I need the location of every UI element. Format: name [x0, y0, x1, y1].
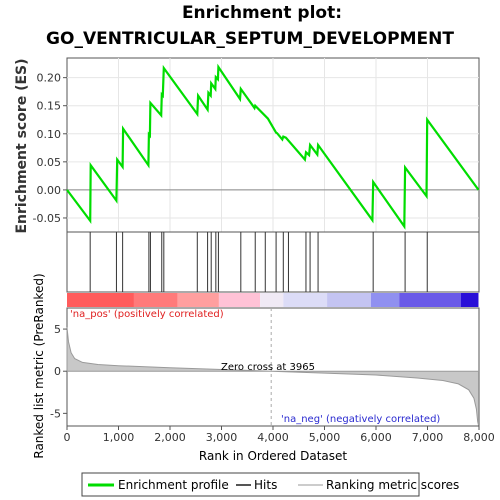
es-ytick-label: 0.15	[37, 100, 62, 113]
colorbar-segment	[370, 293, 400, 307]
colorbar-segment	[260, 293, 284, 307]
chart-title-line1: Enrichment plot:	[182, 3, 342, 23]
hits-panel	[66, 231, 480, 293]
rank-xtick-label: 0	[64, 431, 71, 444]
legend-ranking-label: Ranking metric scores	[326, 478, 459, 492]
rank-xtick-label: 7,000	[412, 431, 444, 444]
rank-xtick-label: 3,000	[206, 431, 238, 444]
rank-xtick-label: 1,000	[103, 431, 135, 444]
rank-xtick-label: 5,000	[309, 431, 341, 444]
neg-label: 'na_neg' (negatively correlated)	[281, 414, 440, 425]
ranking-metric-area	[66, 327, 479, 426]
es-ytick-label: 0.10	[37, 128, 62, 141]
colorbar-segment	[399, 293, 461, 307]
rank-ytick-label: -5	[50, 407, 61, 420]
enrichment-profile-line	[66, 63, 480, 230]
rank-y-axis: -5 0 5	[50, 323, 67, 420]
rank-panel: -505 0 1,000 2,000 3,000 4,000 5,000 6,000 7,00…	[32, 273, 495, 463]
legend-enrichment-label: Enrichment profile	[118, 478, 229, 492]
legend: Enrichment profile Hits Ranking metric s…	[81, 472, 459, 497]
colorbar-segment	[460, 293, 479, 307]
colorbar-segment	[218, 293, 261, 307]
colorbar-segment	[67, 293, 134, 307]
rank-xtick-label: 8,000	[463, 431, 495, 444]
rank-xlabel: Rank in Ordered Dataset	[199, 449, 347, 463]
rank-ytick-label: 0	[54, 365, 61, 378]
hit-lines	[89, 232, 428, 292]
es-ylabel: Enrichment score (ES)	[14, 58, 30, 233]
rank-ylabel: Ranked list metric (PreRanked)	[32, 273, 46, 458]
rank-ytick-label: 5	[54, 323, 61, 336]
es-ytick-label: 0.00	[37, 184, 62, 197]
colorbar-segment	[133, 293, 178, 307]
rank-xtick-label: 4,000	[257, 431, 289, 444]
rank-xtick-label: 6,000	[360, 431, 392, 444]
es-ytick-label: 0.05	[37, 156, 62, 169]
es-panel: -0.05 0.00 0.05 0.10 0.15 0.20 Enrichment sco…	[14, 57, 480, 234]
pos-label: 'na_pos' (positively correlated)	[70, 309, 224, 320]
es-y-axis: -0.05 0.00 0.05 0.10 0.15 0.20	[33, 72, 67, 225]
rank-x-axis: 0 1,000 2,000 3,000 4,000 5,000 6,000 7,000 8,00…	[64, 426, 495, 444]
zero-cross-label: Zero cross at 3965	[221, 362, 315, 373]
rank-xtick-label: 2,000	[154, 431, 186, 444]
colorbar-segment	[177, 293, 219, 307]
legend-hits-label: Hits	[254, 478, 277, 492]
rank-colorbar	[67, 293, 479, 307]
es-ytick-label: 0.20	[37, 72, 62, 85]
es-ytick-label: -0.05	[33, 212, 61, 225]
colorbar-segment	[327, 293, 371, 307]
hits-panel-frame	[66, 231, 480, 293]
chart-title-line2: GO_VENTRICULAR_SEPTUM_DEVELOPMENT	[46, 29, 454, 49]
colorbar-segment	[283, 293, 328, 307]
